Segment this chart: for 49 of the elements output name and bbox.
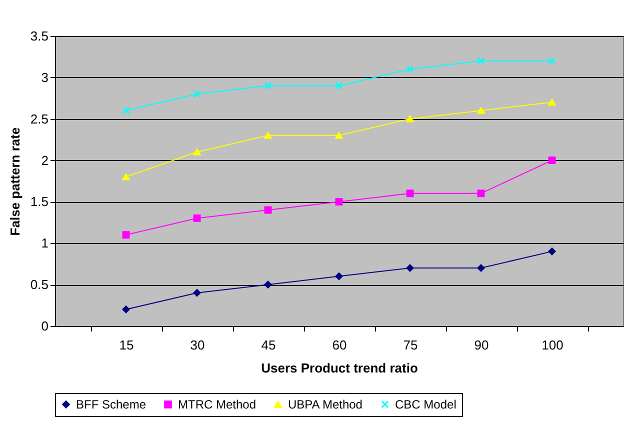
point [548,98,556,106]
point [406,65,414,73]
x-tick-label: 15 [119,338,134,352]
point [193,148,201,156]
point [122,106,130,114]
x-tick-label: 60 [332,338,347,352]
y-tick-label: 1 [41,236,48,251]
point [548,57,556,65]
point [264,132,272,139]
y-tick-label: 0.5 [30,277,48,292]
x-axis-title: Users Product trend ratio [261,360,418,376]
point [406,264,414,272]
point [548,248,556,256]
point [122,231,130,239]
point [406,116,414,122]
point [264,280,272,288]
y-tick-label: 0 [41,318,48,334]
y-tick-label: 2 [41,152,48,168]
point [122,306,130,314]
y-tick-label: 3.5 [30,28,48,44]
legend-label: CBC Model [395,397,456,412]
y-axis-title: False pattern rate [7,127,22,236]
y-tick-label: 3 [41,70,48,85]
point [193,289,201,297]
point [335,272,343,280]
legend-label: BFF Scheme [76,397,146,412]
y-tick-label: 2.5 [30,111,48,126]
legend-label: UBPA Method [288,398,362,412]
point [264,206,272,214]
point [335,198,343,206]
point [406,190,414,198]
x-tick-label: 75 [403,338,418,352]
x-tick-label: 30 [190,338,205,352]
point [548,156,556,164]
point [122,174,130,180]
point [477,264,485,272]
point [193,90,201,98]
x-tick-label: 45 [261,338,276,352]
point [193,214,201,222]
point [477,57,485,65]
point [264,82,272,90]
legend-label: MTRC Method [178,397,256,412]
point [335,82,343,90]
point [477,190,485,198]
x-tick-label: 100 [542,338,564,352]
x-tick-label: 90 [474,338,489,352]
point [477,107,485,114]
y-tick-label: 1.5 [30,194,48,210]
point [335,132,343,139]
